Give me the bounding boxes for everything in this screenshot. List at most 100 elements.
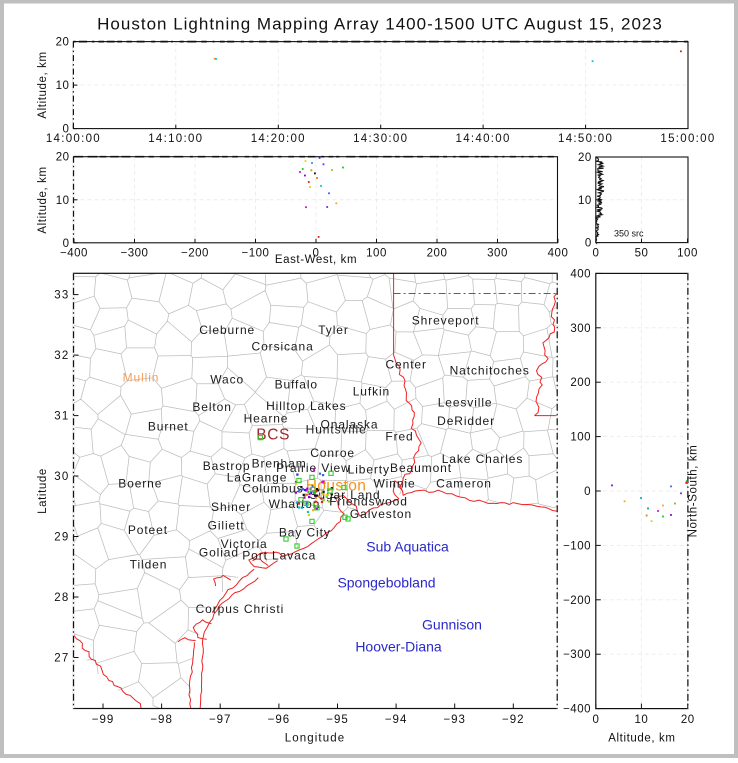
svg-text:Bay City: Bay City: [279, 526, 331, 540]
svg-text:Fred: Fred: [385, 430, 413, 444]
svg-text:Natchitoches: Natchitoches: [450, 364, 530, 378]
svg-text:−100: −100: [242, 248, 270, 260]
svg-text:30: 30: [54, 471, 69, 483]
svg-text:Altitude, km: Altitude, km: [37, 51, 49, 118]
svg-text:−400: −400: [60, 248, 88, 260]
svg-text:Shreveport: Shreveport: [412, 313, 480, 327]
svg-text:20: 20: [56, 152, 70, 164]
svg-text:Columbus: Columbus: [242, 482, 303, 496]
svg-text:14:50:00: 14:50:00: [558, 133, 613, 145]
svg-text:Hearne: Hearne: [244, 411, 289, 425]
svg-text:400: 400: [548, 248, 569, 260]
svg-text:200: 200: [427, 248, 448, 260]
svg-text:Corsicana: Corsicana: [252, 340, 314, 354]
svg-text:10: 10: [56, 195, 70, 207]
svg-text:32: 32: [54, 350, 69, 362]
svg-text:Buffalo: Buffalo: [275, 378, 318, 392]
svg-text:10: 10: [635, 714, 649, 726]
svg-text:−92: −92: [502, 714, 525, 726]
svg-text:100: 100: [366, 248, 387, 260]
svg-text:Tilden: Tilden: [130, 558, 168, 572]
svg-text:100: 100: [570, 432, 591, 444]
svg-text:East-West, km: East-West, km: [275, 254, 357, 266]
svg-text:Wharton: Wharton: [269, 497, 321, 511]
svg-text:Altitude, km: Altitude, km: [608, 733, 675, 745]
svg-text:−400: −400: [563, 704, 591, 716]
svg-text:27: 27: [54, 653, 69, 665]
svg-text:Hilltop Lakes: Hilltop Lakes: [266, 399, 346, 413]
svg-text:10: 10: [56, 80, 70, 92]
svg-text:14:20:00: 14:20:00: [251, 133, 306, 145]
svg-text:Houston: Houston: [306, 478, 367, 495]
svg-text:31: 31: [54, 411, 69, 423]
svg-text:Belton: Belton: [192, 400, 231, 414]
svg-text:0: 0: [592, 248, 599, 260]
svg-text:−96: −96: [268, 714, 291, 726]
svg-text:LaGrange: LaGrange: [227, 471, 288, 485]
svg-text:Leesville: Leesville: [438, 396, 493, 410]
svg-text:Altitude, km: Altitude, km: [37, 166, 49, 233]
svg-text:29: 29: [54, 532, 69, 544]
svg-text:0: 0: [313, 248, 320, 260]
svg-text:20: 20: [578, 152, 592, 164]
svg-text:Burnet: Burnet: [148, 420, 189, 434]
svg-text:400: 400: [570, 268, 591, 280]
svg-text:Center: Center: [385, 358, 426, 372]
svg-text:14:00:00: 14:00:00: [46, 133, 101, 145]
svg-text:−300: −300: [121, 248, 149, 260]
svg-text:Lake Charles: Lake Charles: [442, 452, 524, 466]
svg-text:50: 50: [635, 248, 649, 260]
svg-text:Cameron: Cameron: [436, 477, 492, 491]
svg-text:Hoover-Diana: Hoover-Diana: [355, 639, 442, 655]
svg-text:Latitude: Latitude: [37, 468, 49, 514]
svg-text:0: 0: [584, 486, 591, 498]
svg-text:100: 100: [677, 248, 698, 260]
svg-text:300: 300: [570, 323, 591, 335]
svg-text:Beaumont: Beaumont: [390, 461, 452, 475]
svg-text:−100: −100: [563, 540, 591, 552]
svg-text:Houston Lightning Mapping Arra: Houston Lightning Mapping Array 1400-150…: [97, 15, 663, 34]
svg-text:Corpus Christi: Corpus Christi: [196, 602, 285, 616]
svg-text:−99: −99: [92, 714, 115, 726]
svg-text:Bastrop: Bastrop: [203, 459, 251, 473]
svg-text:Brenham: Brenham: [252, 456, 307, 470]
svg-text:0: 0: [585, 238, 592, 250]
svg-text:Lufkin: Lufkin: [353, 384, 390, 398]
svg-text:−98: −98: [150, 714, 173, 726]
svg-text:Spongebobland: Spongebobland: [337, 575, 435, 591]
svg-text:Giliett: Giliett: [208, 518, 245, 532]
svg-text:Mullin: Mullin: [123, 371, 160, 385]
svg-text:Port Lavaca: Port Lavaca: [242, 549, 316, 563]
svg-text:Gunnison: Gunnison: [422, 617, 482, 633]
svg-text:DeRidder: DeRidder: [437, 414, 495, 428]
svg-text:Onalaska: Onalaska: [321, 417, 379, 431]
svg-text:20: 20: [56, 37, 70, 49]
svg-text:−94: −94: [385, 714, 408, 726]
svg-text:North-South, km: North-South, km: [688, 445, 700, 538]
svg-text:Sugar Land: Sugar Land: [309, 488, 380, 502]
svg-text:Liberty: Liberty: [348, 463, 390, 477]
svg-text:15:00:00: 15:00:00: [660, 133, 715, 145]
svg-text:Goliad: Goliad: [199, 545, 239, 559]
svg-text:−97: −97: [209, 714, 232, 726]
svg-text:Waco: Waco: [210, 372, 244, 386]
svg-text:Victoria: Victoria: [221, 537, 268, 551]
svg-text:28: 28: [54, 592, 69, 604]
svg-text:Cleburne: Cleburne: [199, 323, 255, 337]
svg-text:BCS: BCS: [256, 427, 290, 444]
svg-text:0: 0: [63, 238, 70, 250]
svg-text:Winnie: Winnie: [373, 476, 415, 490]
svg-text:Conroe: Conroe: [310, 446, 355, 460]
svg-text:0: 0: [62, 124, 69, 136]
svg-text:−200: −200: [563, 595, 591, 607]
svg-text:14:10:00: 14:10:00: [148, 133, 203, 145]
svg-text:Huntsville: Huntsville: [306, 422, 367, 436]
svg-text:20: 20: [681, 714, 695, 726]
svg-text:Galveston: Galveston: [350, 507, 412, 521]
svg-text:Poteet: Poteet: [128, 523, 168, 537]
svg-text:33: 33: [54, 290, 69, 302]
svg-text:14:40:00: 14:40:00: [456, 133, 511, 145]
svg-text:Longitude: Longitude: [285, 733, 345, 745]
svg-text:Tyler: Tyler: [318, 323, 349, 337]
svg-text:10: 10: [578, 195, 592, 207]
